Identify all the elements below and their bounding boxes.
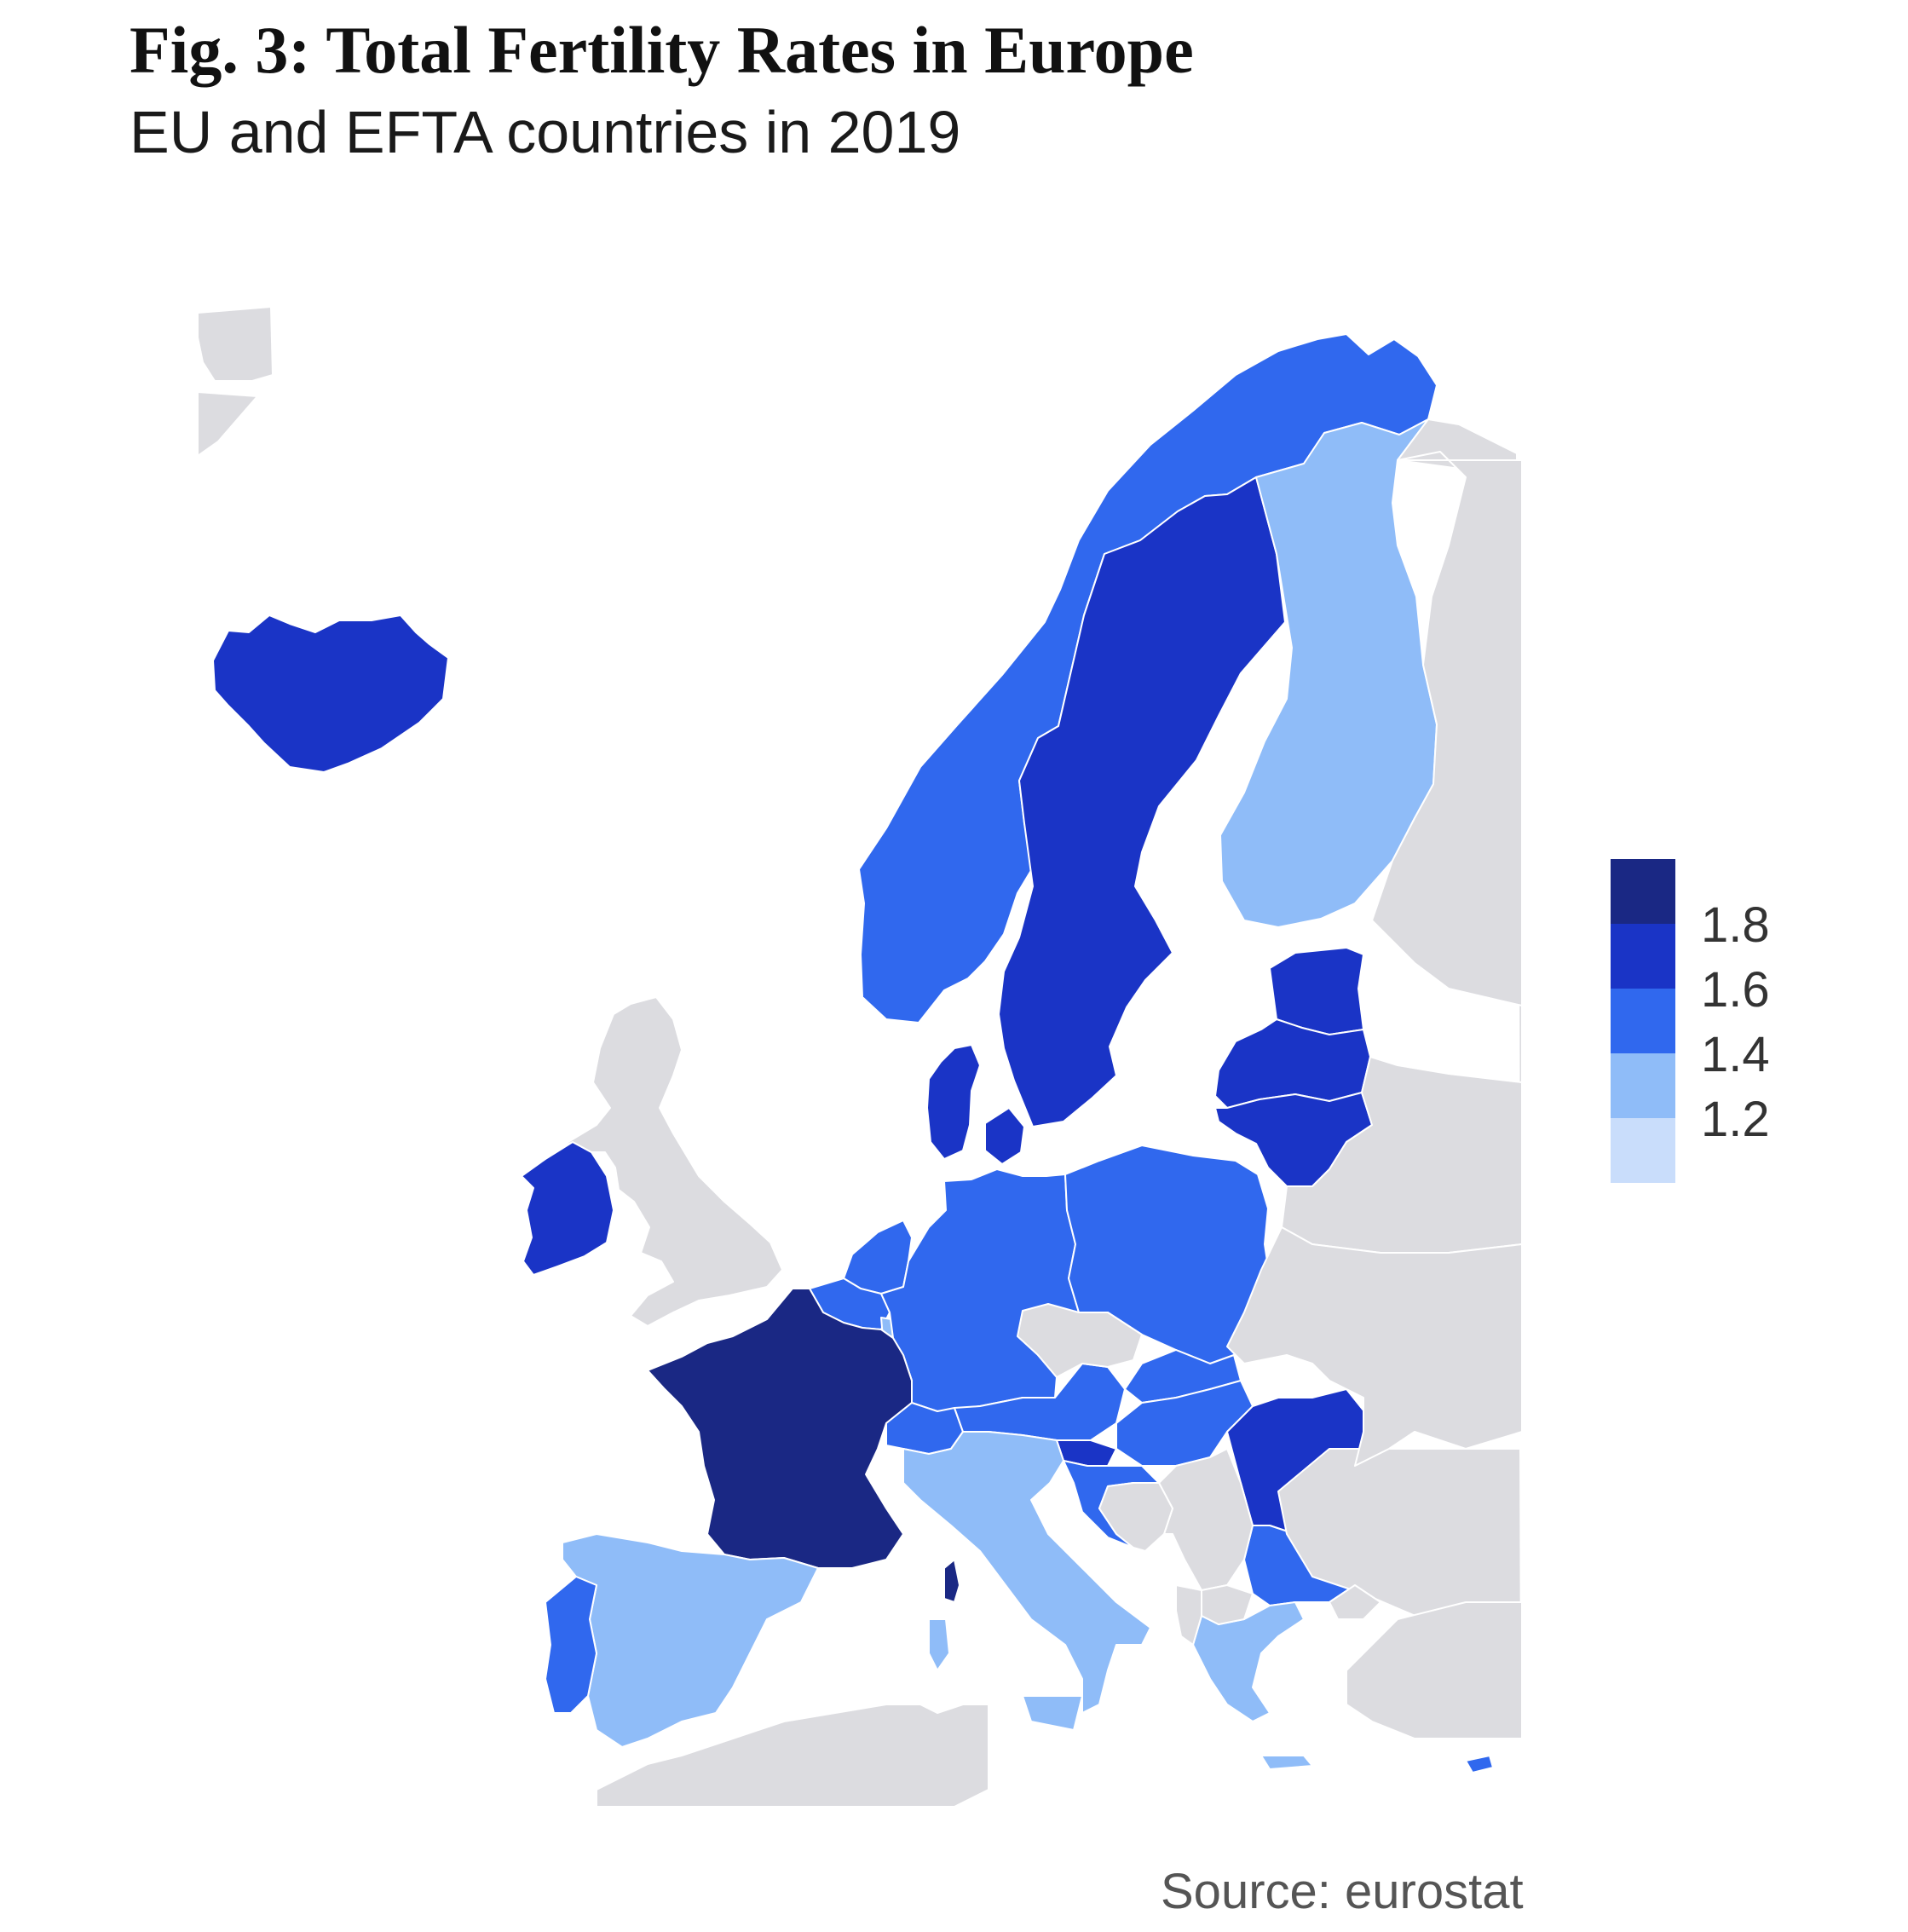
country-shape-greenland-2: [197, 391, 258, 457]
country-shape-north-africa: [596, 1704, 989, 1808]
chart-title: Fig. 3: Total Fertility Rates in Europe: [130, 13, 1194, 87]
country-shape-denmark-1: [926, 1044, 981, 1160]
country-shape-portugal: [545, 1576, 597, 1714]
country-shape-sweden: [998, 476, 1286, 1127]
country-north-africa: [596, 1704, 989, 1808]
legend-label-1-6: 1.6: [1701, 962, 1770, 1018]
country-netherlands: [843, 1220, 913, 1295]
country-serbia: [1158, 1448, 1254, 1591]
country-shape-italy-2: [1022, 1695, 1083, 1731]
country-north-macedonia: [1201, 1584, 1254, 1625]
country-sweden: [998, 476, 1286, 1127]
legend-label-1-2: 1.2: [1701, 1092, 1770, 1147]
chart-subtitle: EU and EFTA countries in 2019: [130, 99, 961, 165]
country-shape-czechia: [1017, 1303, 1143, 1378]
country-greenland: [197, 306, 274, 457]
country-shape-bosnia-and-herzegovina: [1098, 1482, 1173, 1552]
country-czechia: [1017, 1303, 1143, 1378]
country-united-kingdom: [553, 996, 783, 1327]
country-turkey: [1329, 1584, 1523, 1739]
country-italy: [902, 1431, 1151, 1731]
legend-swatch-class-3: [1611, 924, 1675, 989]
country-shape-north-macedonia: [1201, 1584, 1254, 1625]
country-cyprus: [1465, 1755, 1494, 1773]
country-iceland: [212, 614, 449, 773]
legend-label-1-8: 1.8: [1701, 897, 1770, 953]
country-shape-united-kingdom: [553, 996, 783, 1327]
country-shape-turkey-2: [1346, 1601, 1523, 1739]
country-shape-netherlands: [843, 1220, 913, 1295]
country-ireland: [521, 1141, 614, 1276]
country-shape-france-1: [647, 1288, 913, 1569]
country-portugal: [545, 1576, 597, 1714]
country-ukraine: [1226, 1226, 1523, 1467]
country-shape-serbia: [1158, 1448, 1254, 1591]
country-shape-italy-3: [928, 1618, 950, 1671]
country-spain: [562, 1533, 819, 1748]
country-shape-ireland: [521, 1141, 614, 1276]
source-note: Source: eurostat: [1161, 1864, 1524, 1919]
country-shape-greece-2: [1260, 1755, 1313, 1770]
country-shape-iceland: [212, 614, 449, 773]
country-shape-spain: [562, 1533, 819, 1748]
legend-swatch-class-4: [1611, 859, 1675, 924]
legend-swatch-class-1: [1611, 1053, 1675, 1118]
country-france: [647, 1288, 960, 1603]
legend-label-1-4: 1.4: [1701, 1027, 1770, 1082]
country-bosnia-and-herzegovina: [1098, 1482, 1173, 1552]
country-shape-france-2: [943, 1559, 960, 1603]
country-shape-denmark-2: [984, 1107, 1025, 1165]
country-shape-italy-1: [902, 1431, 1151, 1714]
country-shape-turkey-1: [1329, 1584, 1381, 1620]
legend-swatch-class-2: [1611, 989, 1675, 1053]
country-shape-ukraine: [1226, 1226, 1523, 1467]
country-denmark: [926, 1044, 1025, 1165]
country-shape-greenland-1: [197, 306, 274, 382]
country-shape-cyprus: [1465, 1755, 1494, 1773]
country-greece: [1192, 1601, 1313, 1770]
country-shape-russia-2: [1371, 451, 1523, 1006]
legend-swatch-class-0: [1611, 1118, 1675, 1183]
